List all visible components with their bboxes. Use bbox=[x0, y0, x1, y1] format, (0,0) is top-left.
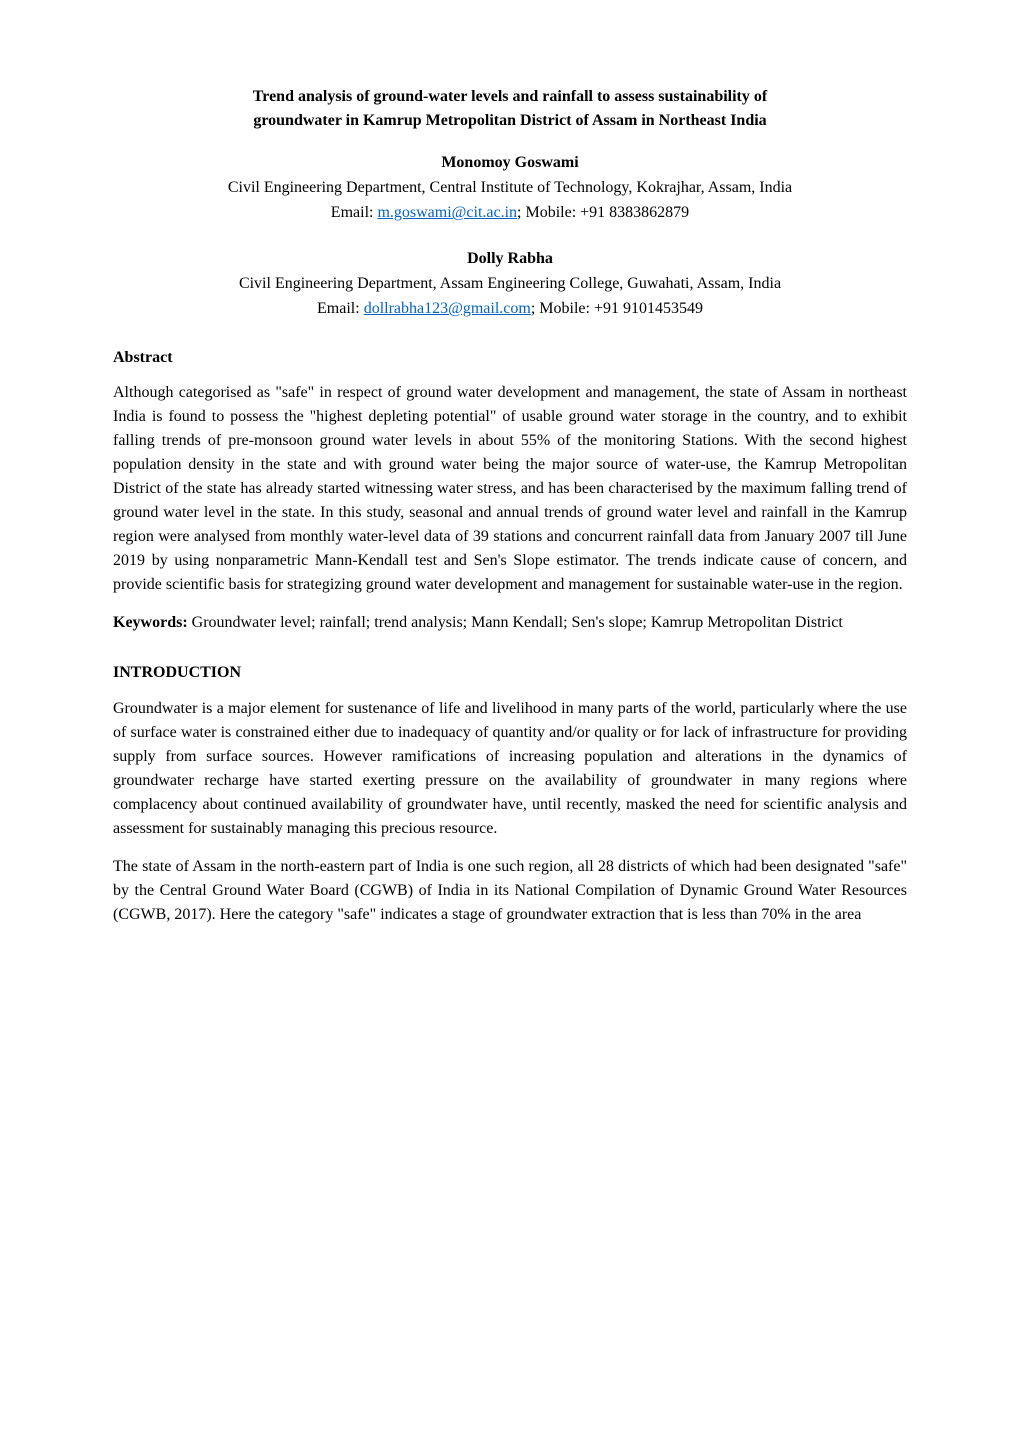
introduction-para-1: Groundwater is a major element for suste… bbox=[113, 697, 907, 841]
author-contact-2: Email: dollrabha123@gmail.com; Mobile: +… bbox=[113, 297, 907, 320]
mobile-1: +91 8383862879 bbox=[580, 204, 689, 221]
keywords-text: Groundwater level; rainfall; trend analy… bbox=[192, 614, 843, 631]
paper-title: Trend analysis of ground-water levels an… bbox=[113, 85, 907, 133]
abstract-text: Although categorised as "safe" in respec… bbox=[113, 381, 907, 597]
email-label-1: Email: bbox=[331, 204, 378, 221]
author-affiliation-2: Civil Engineering Department, Assam Engi… bbox=[113, 272, 907, 295]
introduction-heading: INTRODUCTION bbox=[113, 661, 907, 684]
email-label-2: Email: bbox=[317, 300, 364, 317]
email-link-2[interactable]: dollrabha123@gmail.com bbox=[364, 300, 531, 317]
keywords-label: Keywords: bbox=[113, 614, 192, 631]
mobile-2: +91 9101453549 bbox=[594, 300, 703, 317]
introduction-para-2: The state of Assam in the north-eastern … bbox=[113, 855, 907, 927]
author-contact-1: Email: m.goswami@cit.ac.in; Mobile: +91 … bbox=[113, 201, 907, 224]
author-name-1: Monomoy Goswami bbox=[113, 151, 907, 174]
email-link-1[interactable]: m.goswami@cit.ac.in bbox=[377, 204, 517, 221]
author-name-2: Dolly Rabha bbox=[113, 247, 907, 270]
title-line-1: Trend analysis of ground-water levels an… bbox=[253, 88, 767, 105]
mobile-label-1: ; Mobile: bbox=[517, 204, 580, 221]
keywords-block: Keywords: Groundwater level; rainfall; t… bbox=[113, 611, 907, 635]
abstract-heading: Abstract bbox=[113, 346, 907, 369]
author-affiliation-1: Civil Engineering Department, Central In… bbox=[113, 176, 907, 199]
mobile-label-2: ; Mobile: bbox=[531, 300, 594, 317]
title-line-2: groundwater in Kamrup Metropolitan Distr… bbox=[253, 112, 766, 129]
